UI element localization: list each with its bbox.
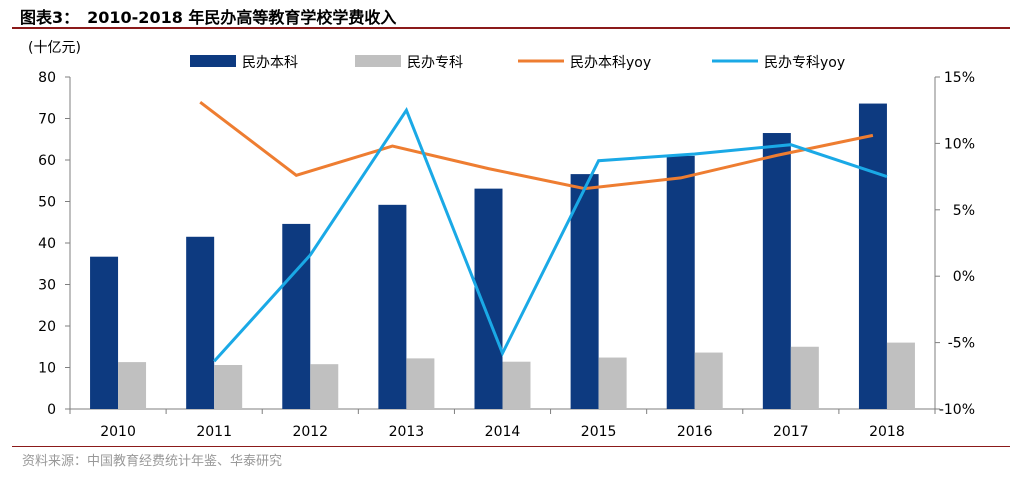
left-tick-label: 30 (38, 278, 56, 294)
left-tick-label: 80 (38, 70, 56, 86)
bar-undergrad-2010 (90, 256, 119, 409)
bar-undergrad-2011 (186, 236, 215, 409)
source-note: 资料来源：中国教育经费统计年鉴、华泰研究 (22, 454, 283, 469)
bar-junior-2010 (118, 362, 147, 409)
left-tick-label: 60 (38, 153, 56, 169)
left-tick-label: 70 (38, 112, 56, 128)
left-tick-label: 10 (38, 361, 56, 377)
bar-undergrad-2014 (474, 188, 503, 409)
line-undergrad-yoy (199, 101, 874, 191)
left-tick-label: 0 (47, 402, 56, 418)
x-tick-label: 2017 (773, 424, 809, 440)
bar-junior-2015 (598, 357, 627, 409)
y-axis-unit: (十亿元) (28, 40, 81, 56)
bar-undergrad-2012 (282, 223, 311, 409)
bar-junior-2011 (214, 365, 243, 409)
legend-swatch-0 (190, 55, 236, 67)
left-tick-label: 40 (38, 236, 56, 252)
chart-title: 图表3： 2010-2018 年民办高等教育学校学费收入 (20, 8, 397, 27)
left-tick-label: 20 (38, 319, 56, 335)
bar-undergrad-2015 (570, 174, 599, 409)
bar-junior-2016 (694, 352, 723, 409)
x-tick-label: 2016 (677, 424, 713, 440)
bar-junior-2014 (502, 361, 531, 409)
left-tick-label: 50 (38, 195, 56, 211)
x-tick-label: 2015 (581, 424, 617, 440)
bar-undergrad-2018 (858, 103, 887, 409)
footer-divider (12, 446, 1010, 447)
x-tick-label: 2012 (292, 424, 328, 440)
x-tick-label: 2011 (196, 424, 232, 440)
legend-label-1: 民办专科 (407, 55, 463, 71)
bar-junior-2012 (310, 364, 339, 409)
legend-label-2: 民办本科yoy (570, 55, 651, 71)
bar-junior-2017 (790, 346, 819, 409)
right-tick-label: 0% (953, 269, 975, 285)
legend-swatch-1 (355, 55, 401, 67)
right-tick-label: -10% (939, 402, 975, 418)
bar-junior-2018 (886, 342, 915, 409)
line-junior-yoy (213, 106, 888, 363)
x-tick-label: 2018 (869, 424, 905, 440)
bar-undergrad-2013 (378, 204, 407, 409)
title-underline (12, 27, 1010, 29)
legend-label-0: 民办本科 (242, 55, 298, 71)
bar-undergrad-2017 (762, 133, 791, 409)
bar-undergrad-2016 (666, 155, 695, 409)
legend-label-3: 民办专科yoy (764, 55, 845, 71)
right-tick-label: -5% (948, 336, 975, 352)
x-tick-label: 2010 (100, 424, 136, 440)
right-tick-label: 15% (944, 70, 975, 86)
bar-junior-2013 (406, 358, 435, 409)
x-tick-label: 2014 (485, 424, 521, 440)
right-tick-label: 5% (953, 203, 975, 219)
x-tick-label: 2013 (389, 424, 425, 440)
right-tick-label: 10% (944, 136, 975, 152)
